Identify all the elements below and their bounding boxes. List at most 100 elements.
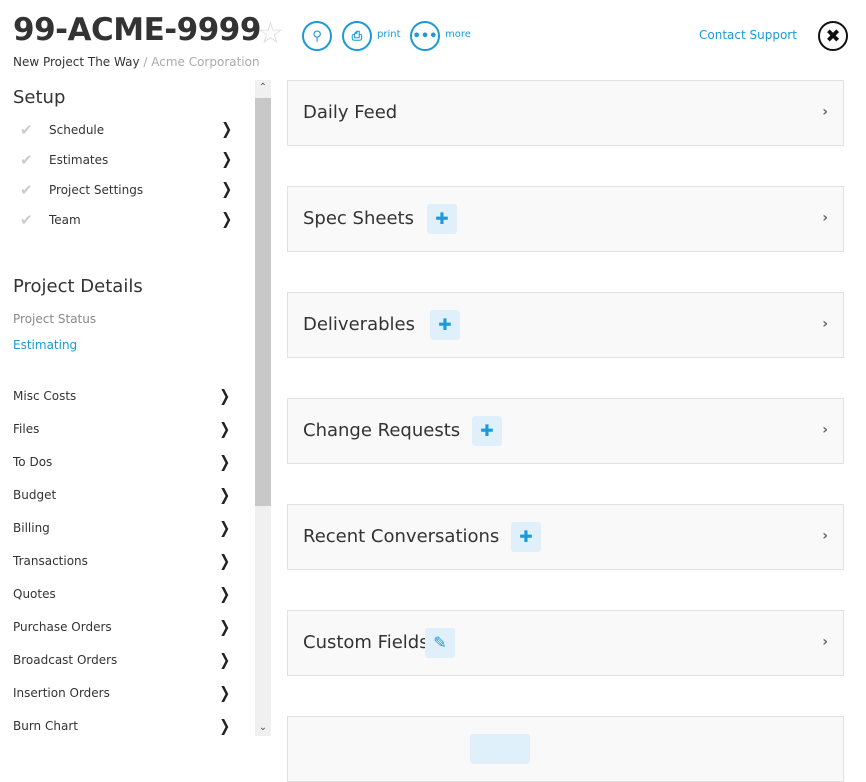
chevron-right-icon[interactable]: ❯ [219, 452, 231, 471]
chevron-right-icon[interactable]: ❯ [219, 584, 231, 603]
edit-button[interactable]: ✎ [425, 628, 455, 658]
chevron-right-icon[interactable]: ❯ [221, 149, 233, 168]
chevron-right-icon[interactable]: ❯ [221, 179, 233, 198]
detail-item[interactable]: Files ❯ [13, 419, 238, 446]
detail-item[interactable]: Purchase Orders ❯ [13, 617, 238, 644]
company-link[interactable]: Acme Corporation [151, 55, 260, 69]
plus-icon: ✚ [435, 209, 449, 228]
project-details-heading: Project Details [13, 276, 143, 297]
close-button[interactable]: ✖ [818, 21, 848, 51]
detail-item-label: Purchase Orders [13, 620, 112, 634]
chevron-right-icon[interactable]: ❯ [219, 551, 231, 570]
panel-partial [287, 716, 844, 782]
breadcrumb: New Project The Way / Acme Corporation [13, 55, 260, 69]
setup-item[interactable]: ✔ Estimates ❯ [0, 149, 240, 181]
chevron-right-icon[interactable]: ❯ [219, 485, 231, 504]
search-button[interactable]: ⚲ [302, 21, 332, 51]
project-status-value[interactable]: Estimating [13, 338, 78, 352]
detail-item-label: Insertion Orders [13, 686, 110, 700]
print-button[interactable]: ⎙ [342, 21, 372, 51]
setup-item-label: Project Settings [49, 183, 144, 197]
chevron-right-icon[interactable]: ❯ [221, 209, 233, 228]
detail-item-label: Budget [13, 488, 57, 502]
more-button[interactable]: ••• [410, 21, 440, 51]
project-title: 99-ACME-9999 [13, 12, 261, 48]
setup-item-label: Team [49, 213, 81, 227]
detail-item[interactable]: Quotes ❯ [13, 584, 238, 611]
chevron-right-icon[interactable]: ❯ [219, 419, 231, 438]
chevron-right-icon[interactable]: ❯ [219, 650, 231, 669]
panel-title: Change Requests [303, 420, 461, 441]
scroll-up-icon[interactable]: ⌃ [258, 82, 268, 93]
more-icon: ••• [412, 28, 438, 44]
panel-title: Recent Conversations [303, 526, 500, 547]
detail-item[interactable]: Insertion Orders ❯ [13, 683, 238, 710]
chevron-right-icon[interactable]: ❯ [219, 386, 231, 405]
panel[interactable]: Recent Conversations ✚ › [287, 504, 844, 570]
chevron-right-icon[interactable]: › [822, 316, 828, 332]
detail-item-label: Broadcast Orders [13, 653, 118, 667]
setup-item[interactable]: ✔ Team ❯ [0, 209, 240, 241]
chevron-right-icon[interactable]: › [822, 210, 828, 226]
project-status-label: Project Status [13, 312, 97, 326]
detail-item-label: Misc Costs [13, 389, 77, 403]
detail-item[interactable]: To Dos ❯ [13, 452, 238, 479]
separator: / [139, 55, 152, 69]
check-icon: ✔ [20, 181, 33, 199]
panel[interactable]: Custom Fields ✎ › [287, 610, 844, 676]
chevron-right-icon[interactable]: › [822, 104, 828, 120]
panel[interactable]: Change Requests ✚ › [287, 398, 844, 464]
panel[interactable]: Daily Feed › [287, 80, 844, 146]
check-icon: ✔ [20, 151, 33, 169]
scroll-down-icon[interactable]: ⌄ [258, 722, 268, 733]
setup-heading: Setup [13, 87, 66, 108]
action-button[interactable] [470, 734, 530, 764]
print-label[interactable]: print [377, 29, 401, 40]
chevron-right-icon[interactable]: ❯ [219, 617, 231, 636]
setup-item-label: Schedule [49, 123, 105, 137]
setup-item-label: Estimates [49, 153, 109, 167]
plus-icon: ✚ [519, 527, 533, 546]
panel[interactable]: Deliverables ✚ › [287, 292, 844, 358]
plus-icon: ✚ [480, 421, 494, 440]
panel-title: Custom Fields [303, 632, 429, 653]
print-icon: ⎙ [351, 28, 363, 44]
project-name: New Project The Way [13, 55, 140, 69]
detail-item[interactable]: Burn Chart ❯ [13, 716, 238, 743]
chevron-right-icon[interactable]: ❯ [219, 518, 231, 537]
chevron-right-icon[interactable]: › [822, 528, 828, 544]
setup-item[interactable]: ✔ Project Settings ❯ [0, 179, 240, 211]
detail-item-label: Billing [13, 521, 50, 535]
chevron-right-icon[interactable]: ❯ [221, 119, 233, 138]
detail-item[interactable]: Transactions ❯ [13, 551, 238, 578]
scrollbar-thumb[interactable] [255, 98, 271, 506]
star-icon[interactable]: ☆ [257, 16, 284, 51]
more-label[interactable]: more [445, 29, 471, 40]
detail-item-label: Quotes [13, 587, 56, 601]
contact-support-link[interactable]: Contact Support [699, 28, 797, 42]
add-button[interactable]: ✚ [430, 310, 460, 340]
detail-item[interactable]: Misc Costs ❯ [13, 386, 238, 413]
add-button[interactable]: ✚ [472, 416, 502, 446]
detail-item-label: Burn Chart [13, 719, 78, 733]
chevron-right-icon[interactable]: › [822, 422, 828, 438]
add-button[interactable]: ✚ [427, 204, 457, 234]
chevron-right-icon[interactable]: ❯ [219, 683, 231, 702]
chevron-right-icon[interactable]: › [822, 634, 828, 650]
detail-item[interactable]: Billing ❯ [13, 518, 238, 545]
add-button[interactable]: ✚ [511, 522, 541, 552]
panel-title: Spec Sheets [303, 208, 414, 229]
detail-item[interactable]: Broadcast Orders ❯ [13, 650, 238, 677]
detail-item-label: Files [13, 422, 40, 436]
panel-title: Deliverables [303, 314, 415, 335]
detail-item[interactable]: Budget ❯ [13, 485, 238, 512]
panel-title: Daily Feed [303, 102, 398, 123]
panel[interactable]: Spec Sheets ✚ › [287, 186, 844, 252]
setup-item[interactable]: ✔ Schedule ❯ [0, 119, 240, 151]
plus-icon: ✚ [438, 315, 452, 334]
chevron-right-icon[interactable]: ❯ [219, 716, 231, 735]
detail-item-label: To Dos [13, 455, 53, 469]
close-icon: ✖ [825, 25, 841, 47]
check-icon: ✔ [20, 121, 33, 139]
check-icon: ✔ [20, 211, 33, 229]
